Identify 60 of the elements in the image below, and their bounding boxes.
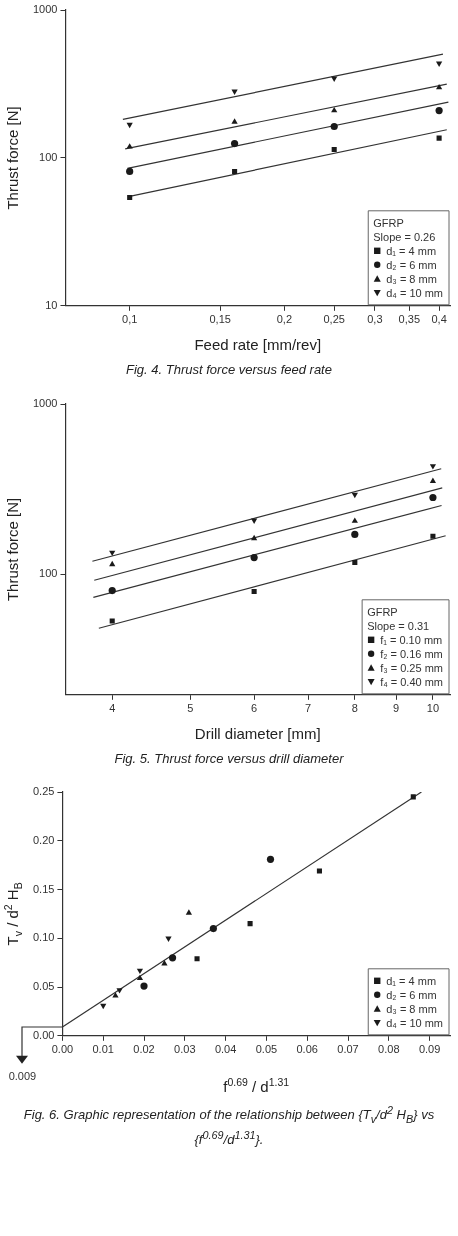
x-tick-label: 0.02 xyxy=(133,1043,155,1056)
y-tick-label: 1000 xyxy=(32,3,58,16)
x-tick-label: 8 xyxy=(351,701,358,714)
x-tick-label: 0,15 xyxy=(209,313,231,326)
x-tick-label: 0.06 xyxy=(296,1043,318,1056)
legend-label: d₄ = 10 mm xyxy=(386,1016,443,1029)
x-tick-label: 0,1 xyxy=(122,313,138,326)
legend-label: d₃ = 8 mm xyxy=(386,272,437,285)
x-tick-label: 0,4 xyxy=(431,313,447,326)
legend-title: GFRP xyxy=(367,605,398,618)
x-tick-label: 6 xyxy=(251,701,258,714)
legend-label: d₂ = 6 mm xyxy=(386,258,437,271)
y-tick-label: 100 xyxy=(39,566,58,579)
legend-label: f₃ = 0.25 mm xyxy=(380,661,443,674)
text: Fig. 5. Thrust force versus drill diameter xyxy=(113,749,345,768)
annotation: 0.009 xyxy=(8,1069,37,1082)
y-tick-label: 0.25 xyxy=(32,785,55,798)
x-tick-label: 0.00 xyxy=(51,1043,74,1056)
y-tick-label: 1000 xyxy=(32,396,58,409)
x-tick-label: 0.08 xyxy=(378,1043,400,1056)
x-tick-label: 0,25 xyxy=(323,313,345,326)
annotation: Slope = 0.31 xyxy=(367,619,430,632)
x-tick-label: 10 xyxy=(426,701,440,714)
legend-label: d₃ = 8 mm xyxy=(386,1002,437,1015)
x-tick-label: 0.03 xyxy=(174,1043,196,1056)
x-axis-title: Drill diameter [mm] xyxy=(194,724,321,742)
legend-title: GFRP xyxy=(373,216,404,229)
x-tick-label: 4 xyxy=(109,701,116,714)
legend-label: d₄ = 10 mm xyxy=(386,286,443,299)
x-tick-label: 0.07 xyxy=(337,1043,359,1056)
x-axis-title: Feed rate [mm/rev] xyxy=(194,336,322,353)
y-axis-title: Tv / d2 HB xyxy=(2,882,24,946)
y-tick-label: 0.15 xyxy=(32,882,55,895)
x-tick-label: 5 xyxy=(187,701,194,714)
legend-label: f₁ = 0.10 mm xyxy=(380,633,443,646)
y-axis-title: Thrust force [N] xyxy=(4,497,21,601)
legend-label: f₄ = 0.40 mm xyxy=(380,675,443,688)
x-tick-label: 0.05 xyxy=(255,1043,278,1056)
y-tick-label: 0.10 xyxy=(32,931,55,944)
legend-label: f₂ = 0.16 mm xyxy=(380,647,443,660)
x-tick-label: 0,2 xyxy=(276,313,293,326)
annotation: Slope = 0.26 xyxy=(373,230,436,243)
text: Fig. 4. Thrust force versus feed rate xyxy=(125,361,333,379)
x-tick-label: 0.01 xyxy=(92,1043,114,1056)
y-tick-label: 0.20 xyxy=(32,833,55,846)
chart-title: Fig. 6. Graphic representation of the relationship between {T$_{v}$/d$^{2}$ H$_{B}$} vs {f$^{0.69}$/d$^{1.31}$}. xyxy=(23,1104,435,1148)
y-tick-label: 100 xyxy=(39,150,58,163)
x-tick-label: 7 xyxy=(305,701,312,714)
x-tick-label: 9 xyxy=(392,701,400,714)
y-tick-label: 0.00 xyxy=(32,1028,55,1041)
legend-label: d₂ = 6 mm xyxy=(386,988,437,1001)
x-tick-label: 0.04 xyxy=(214,1043,237,1056)
x-tick-label: 0.09 xyxy=(418,1043,441,1056)
y-tick-label: 0.05 xyxy=(32,980,55,993)
x-tick-label: 0,35 xyxy=(398,313,421,326)
legend-label: d₁ = 4 mm xyxy=(386,974,437,987)
y-axis-title: Thrust force [N] xyxy=(4,106,21,210)
x-tick-label: 0,3 xyxy=(367,313,383,326)
legend-label: d₁ = 4 mm xyxy=(386,244,437,257)
y-tick-label: 10 xyxy=(45,298,58,311)
